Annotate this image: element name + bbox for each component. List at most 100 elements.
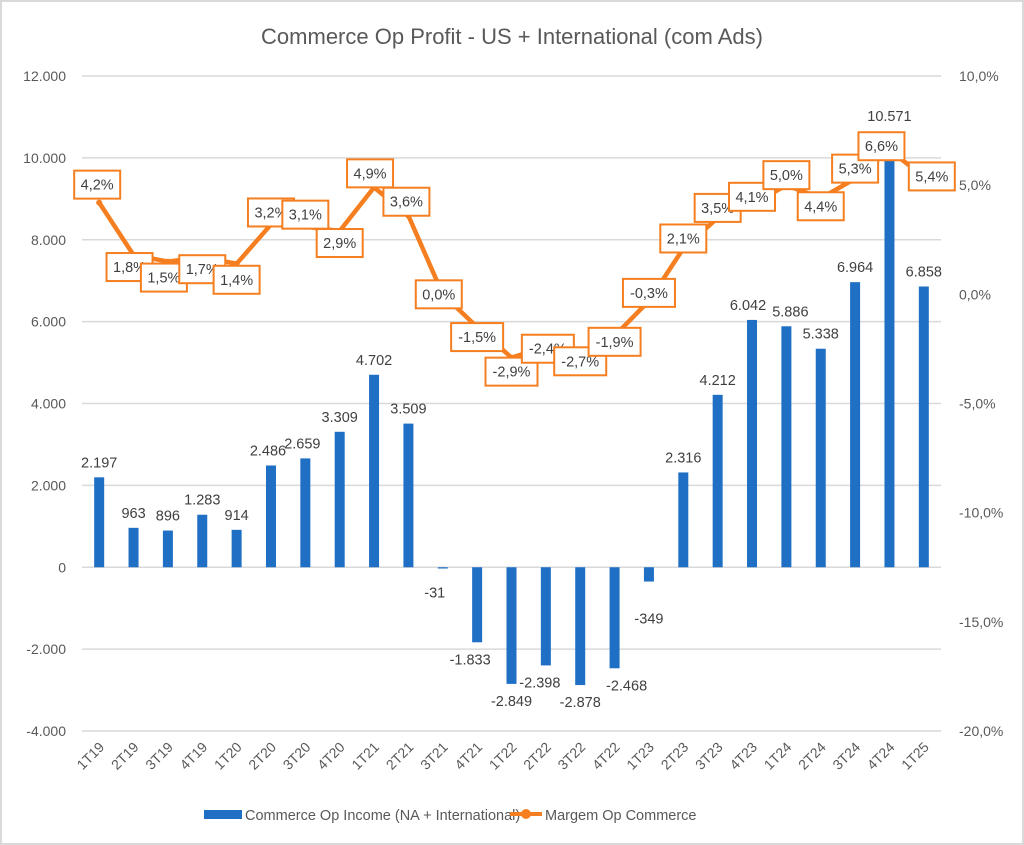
bar-data-label: 896 (156, 509, 180, 525)
margin-data-label: 3,6% (390, 195, 423, 211)
x-axis-tick-label: 4T23 (726, 739, 760, 773)
bar-data-label: 6.858 (906, 265, 942, 281)
bar-3T24 (850, 282, 861, 568)
line-data-labels: 4,2% 1,8%1,5% 1,7%1,4% 3,2% 3,1%2,9% 4,9%3,6%… (73, 131, 956, 387)
right-axis-tick-label: 0,0% (959, 286, 991, 302)
margin-label-box (621, 277, 676, 308)
bar-4T20 (334, 431, 345, 568)
bar-data-label: 4.212 (700, 373, 736, 389)
bar-data-label: -349 (634, 612, 663, 628)
bar-data-label: -2.878 (560, 695, 601, 711)
bar-data-label: 1.283 (184, 493, 220, 509)
margin-label-box (762, 160, 811, 191)
bar-data-label: 914 (225, 508, 249, 524)
x-axis-tick-label: 1T19 (73, 739, 107, 773)
left-axis-tick-label: 0 (58, 559, 66, 575)
bar-2T19 (128, 527, 139, 568)
left-axis-tick-label: 4.000 (31, 396, 66, 412)
margin-data-label: -1,9% (596, 335, 634, 351)
right-axis-tick-label: -20,0% (959, 723, 1003, 739)
bar-data-label: 2.659 (284, 436, 320, 452)
x-axis-tick-label: 3T24 (829, 739, 863, 773)
bar-data-label: 5.338 (803, 327, 839, 343)
bar-4T24 (884, 134, 895, 568)
margin-label-box (907, 161, 956, 192)
margin-data-label: 4,9% (354, 166, 387, 182)
left-axis-tick-label: 6.000 (31, 314, 66, 330)
bar-data-label: 6.042 (730, 298, 766, 314)
margin-data-label: 5,3% (839, 162, 872, 178)
margin-label-box (315, 228, 364, 259)
bar-data-label: 2.197 (81, 455, 117, 471)
margin-data-label: 3,1% (289, 208, 322, 224)
margin-data-label: -2,9% (493, 365, 531, 381)
gridlines (82, 75, 941, 732)
margin-data-label: 3,5% (701, 201, 734, 217)
margin-label-box (796, 191, 845, 222)
bar-data-label: -1.833 (450, 652, 491, 668)
margin-data-label: 1,5% (147, 271, 180, 287)
margin-data-label: 1,8% (113, 260, 146, 276)
bar-3T22 (575, 567, 586, 686)
bar-1T22 (506, 567, 517, 684)
legend: Commerce Op Income (NA + International) … (204, 808, 696, 824)
margin-label-box (450, 322, 505, 353)
legend-bar-swatch (204, 810, 242, 819)
bar-1T23 (643, 567, 654, 582)
bar-4T23 (747, 319, 758, 568)
bar-series (94, 134, 929, 686)
margin-data-label: 1,7% (186, 262, 219, 278)
bar-data-label: 2.316 (665, 450, 701, 466)
x-axis-tick-label: 3T19 (142, 739, 176, 773)
bar-4T21 (472, 567, 483, 643)
right-axis-tick-label: 5,0% (959, 177, 991, 193)
x-axis-tick-label: 1T21 (348, 739, 382, 773)
bar-2T21 (403, 423, 414, 568)
bar-3T20 (300, 458, 311, 568)
margin-data-label: 3,2% (254, 205, 287, 221)
right-axis-tick-label: -5,0% (959, 396, 996, 412)
x-axis-tick-label: 2T19 (108, 739, 142, 773)
margin-label-box (587, 326, 642, 357)
x-axis-tick-label: 1T25 (898, 739, 932, 773)
x-axis-tick-label: 4T21 (451, 739, 485, 773)
bar-data-label: -2.398 (519, 675, 560, 691)
bar-data-label: 10.571 (867, 109, 911, 125)
bar-data-label: 5.886 (772, 304, 808, 320)
legend-bar-label: Commerce Op Income (NA + International) (245, 808, 520, 824)
bar-data-label: -2.468 (606, 678, 647, 694)
bar-data-label: 2.486 (250, 443, 286, 459)
left-axis-tick-label: -2.000 (26, 641, 66, 657)
x-axis-tick-label: 1T24 (761, 739, 795, 773)
left-axis-tick-label: -4.000 (26, 723, 66, 739)
bar-data-label: 6.964 (837, 260, 873, 276)
margin-data-label: 5,4% (915, 169, 948, 185)
bar-1T21 (369, 374, 380, 568)
margin-data-label: 2,1% (667, 231, 700, 247)
x-axis-tick-label: 2T24 (795, 739, 829, 773)
bar-data-label: 4.702 (356, 353, 392, 369)
right-axis-tick-label: 10,0% (959, 68, 999, 84)
bar-3T21 (437, 567, 448, 569)
x-axis-tick-label: 3T21 (417, 739, 451, 773)
margin-label-box (414, 279, 463, 310)
left-axis-tick-label: 10.000 (23, 150, 66, 166)
left-axis-tick-label: 8.000 (31, 232, 66, 248)
margin-label-box (346, 158, 395, 189)
x-axis-tick-label: 4T20 (314, 739, 348, 773)
bar-1T20 (231, 529, 242, 568)
margin-data-label: 4,4% (804, 199, 837, 215)
left-axis-tick-label: 2.000 (31, 477, 66, 493)
bar-3T19 (162, 530, 173, 568)
margin-label-box (212, 264, 261, 295)
left-axis-ticks: 12.000 10.000 8.000 6.000 4.000 2.000 0 -2.000 -… (23, 68, 66, 739)
right-axis-ticks: 10,0% 5,0% 0,0% -5,0% -10,0% -15,0% -20,0% (959, 68, 1003, 739)
margin-data-label: 1,4% (220, 273, 253, 289)
bar-2T24 (815, 348, 826, 568)
margin-data-label: 4,2% (81, 178, 114, 194)
bar-data-label: -2.849 (491, 694, 532, 710)
bar-2T23 (678, 472, 689, 568)
x-axis-tick-label: 2T21 (383, 739, 417, 773)
margin-data-label: 5,0% (770, 168, 803, 184)
